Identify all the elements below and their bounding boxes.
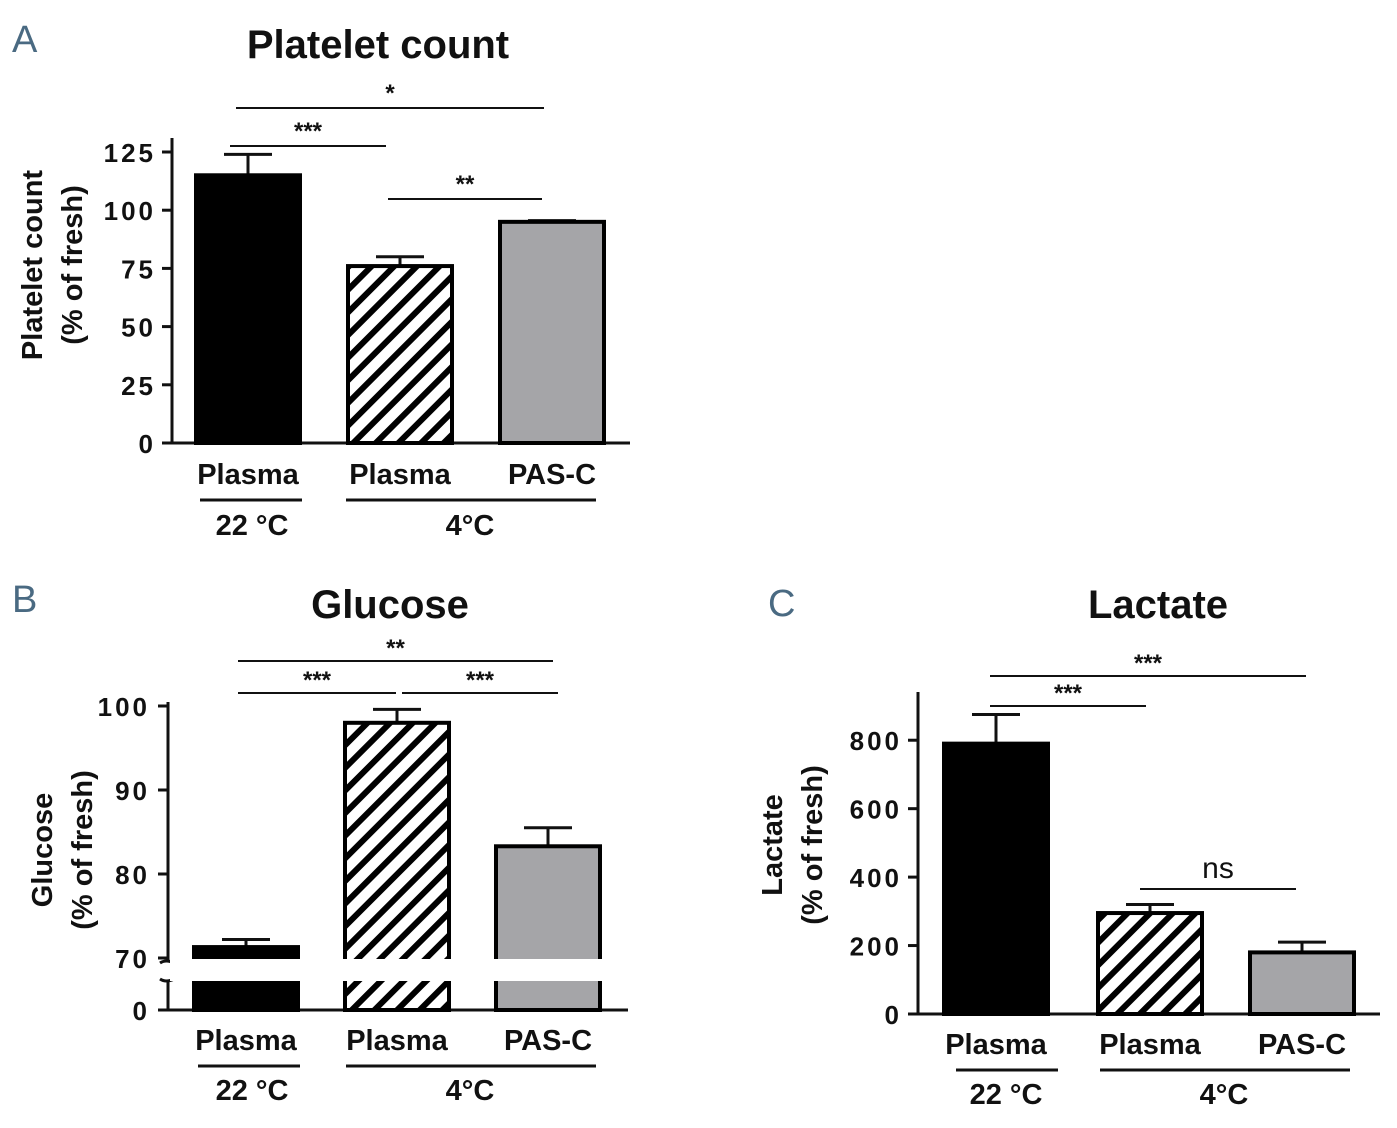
y-tick-label: 50 bbox=[121, 313, 156, 343]
y-axis-label-line2: (% of fresh) bbox=[797, 765, 829, 925]
significance-label: *** bbox=[1054, 680, 1083, 707]
panel-letter-a: A bbox=[12, 19, 38, 61]
y-axis-label-line2: (% of fresh) bbox=[67, 770, 99, 930]
y-tick-label: 100 bbox=[104, 196, 156, 226]
y-axis-label-line1: Glucose bbox=[27, 793, 59, 907]
category-label: Plasma bbox=[1099, 1029, 1201, 1061]
group-label: 4°C bbox=[446, 510, 495, 542]
y-tick-label: 200 bbox=[850, 932, 902, 962]
group-label: 4°C bbox=[1200, 1079, 1249, 1111]
y-tick-label: 80 bbox=[115, 860, 150, 890]
y-tick-label: 70 bbox=[115, 944, 150, 974]
significance-label: *** bbox=[294, 118, 323, 145]
significance-label: ** bbox=[386, 635, 405, 662]
category-label: Plasma bbox=[195, 1025, 297, 1057]
y-axis-label-line1: Platelet count bbox=[17, 170, 49, 360]
category-label: Plasma bbox=[197, 459, 299, 491]
y-tick-label: 25 bbox=[121, 371, 156, 401]
significance-label: ** bbox=[456, 171, 475, 198]
group-label: 22 °C bbox=[216, 1075, 289, 1107]
chart-title: Platelet count bbox=[247, 23, 509, 67]
panel-letter-c: C bbox=[768, 583, 795, 625]
chart-title: Glucose bbox=[311, 583, 469, 627]
category-label: PAS-C bbox=[508, 459, 596, 491]
y-tick-label: 400 bbox=[850, 863, 902, 893]
glucose-chart: Glucose Glucose (% of fresh) 0 70 80 90 100 P… bbox=[27, 583, 630, 1107]
category-label: Plasma bbox=[346, 1025, 448, 1057]
significance-label: * bbox=[385, 80, 395, 107]
y-tick-label: 0 bbox=[885, 1000, 902, 1030]
y-tick-label: 800 bbox=[850, 726, 902, 756]
bar bbox=[498, 219, 606, 445]
significance-label: *** bbox=[1134, 650, 1163, 677]
panel-letter-b: B bbox=[12, 579, 37, 621]
bar bbox=[1248, 950, 1356, 1017]
y-tick-label: 90 bbox=[115, 776, 150, 806]
category-label: PAS-C bbox=[504, 1025, 592, 1057]
significance-label: ns bbox=[1202, 852, 1234, 885]
y-tick-label: 0 bbox=[133, 996, 150, 1026]
bar bbox=[942, 741, 1050, 1017]
group-label: 22 °C bbox=[970, 1079, 1043, 1111]
lactate-chart: Lactate Lactate (% of fresh) 0 200 400 600 8… bbox=[757, 583, 1380, 1111]
chart-title: Lactate bbox=[1088, 583, 1228, 627]
category-label: PAS-C bbox=[1258, 1029, 1346, 1061]
category-label: Plasma bbox=[349, 459, 451, 491]
group-label: 22 °C bbox=[216, 510, 289, 542]
y-tick-label: 125 bbox=[104, 138, 156, 168]
y-tick-label: 600 bbox=[850, 795, 902, 825]
significance-label: *** bbox=[303, 667, 332, 694]
platelet-count-chart: Platelet count Platelet count (% of fres… bbox=[17, 23, 630, 542]
bar bbox=[194, 173, 302, 445]
bar bbox=[1096, 911, 1204, 1016]
y-tick-label: 75 bbox=[121, 254, 156, 284]
significance-label: *** bbox=[466, 667, 495, 694]
y-tick-label: 0 bbox=[139, 429, 156, 459]
y-tick-label: 100 bbox=[98, 692, 150, 722]
y-axis-label-line1: Lactate bbox=[757, 794, 789, 896]
category-label: Plasma bbox=[945, 1029, 1047, 1061]
bar bbox=[346, 264, 454, 445]
y-axis-label-line2: (% of fresh) bbox=[57, 185, 89, 345]
group-label: 4°C bbox=[446, 1075, 495, 1107]
axis-break-gap bbox=[170, 959, 630, 981]
bar bbox=[494, 844, 602, 1013]
